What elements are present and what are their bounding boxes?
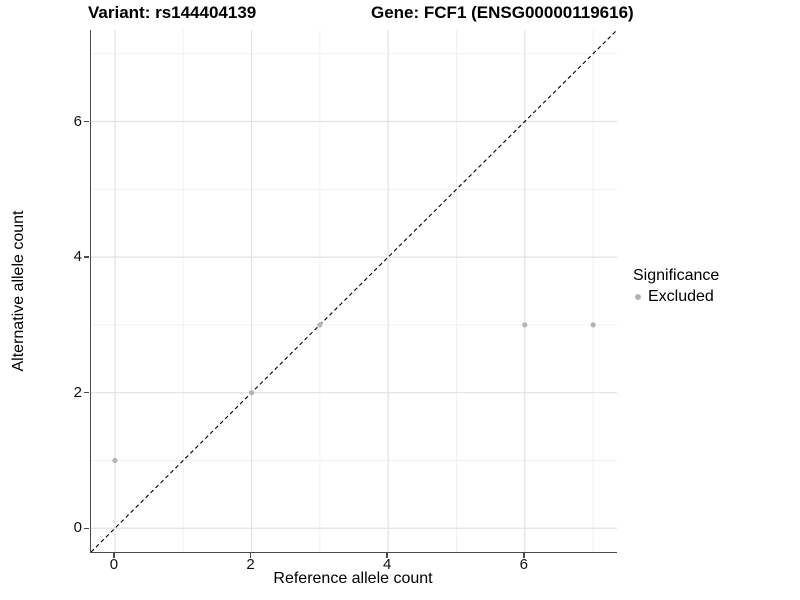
data-point xyxy=(590,322,596,328)
y-tick-label: 4 xyxy=(73,248,82,266)
legend-item-label: Excluded xyxy=(648,288,714,305)
y-tick-mark xyxy=(84,256,89,258)
data-point xyxy=(112,457,118,464)
x-axis-title: Reference allele count xyxy=(273,570,433,587)
gene-title: Gene: FCF1 (ENSG00000119616) xyxy=(371,3,634,22)
excluded-point-key-icon xyxy=(635,294,641,300)
data-point xyxy=(317,322,323,328)
plot-panel xyxy=(90,30,617,553)
data-point xyxy=(248,390,255,396)
y-tick-mark xyxy=(84,527,89,530)
y-tick-label: 2 xyxy=(73,383,82,401)
plot-canvas xyxy=(91,30,617,552)
legend-item-excluded: Excluded xyxy=(633,288,719,306)
y-tick-label: 6 xyxy=(73,112,82,130)
x-tick-label: 2 xyxy=(246,556,255,573)
x-tick-mark xyxy=(386,553,388,558)
variant-title: Variant: rs144404139 xyxy=(88,3,257,22)
y-tick-mark xyxy=(84,120,89,123)
legend-title: Significance xyxy=(633,267,720,284)
x-tick-mark xyxy=(113,553,115,558)
x-tick-label: 4 xyxy=(382,556,392,573)
x-tick-label: 6 xyxy=(519,556,528,573)
y-axis-title: Alternative allele count xyxy=(10,210,27,372)
legend: Significance Excluded xyxy=(633,267,719,306)
y-tick-label: 0 xyxy=(73,519,82,537)
x-tick-label: 0 xyxy=(109,556,119,573)
data-point xyxy=(522,322,528,328)
x-tick-mark xyxy=(523,553,525,558)
x-tick-mark xyxy=(249,553,252,558)
identity-reference-line xyxy=(91,30,617,552)
y-tick-mark xyxy=(84,391,89,394)
